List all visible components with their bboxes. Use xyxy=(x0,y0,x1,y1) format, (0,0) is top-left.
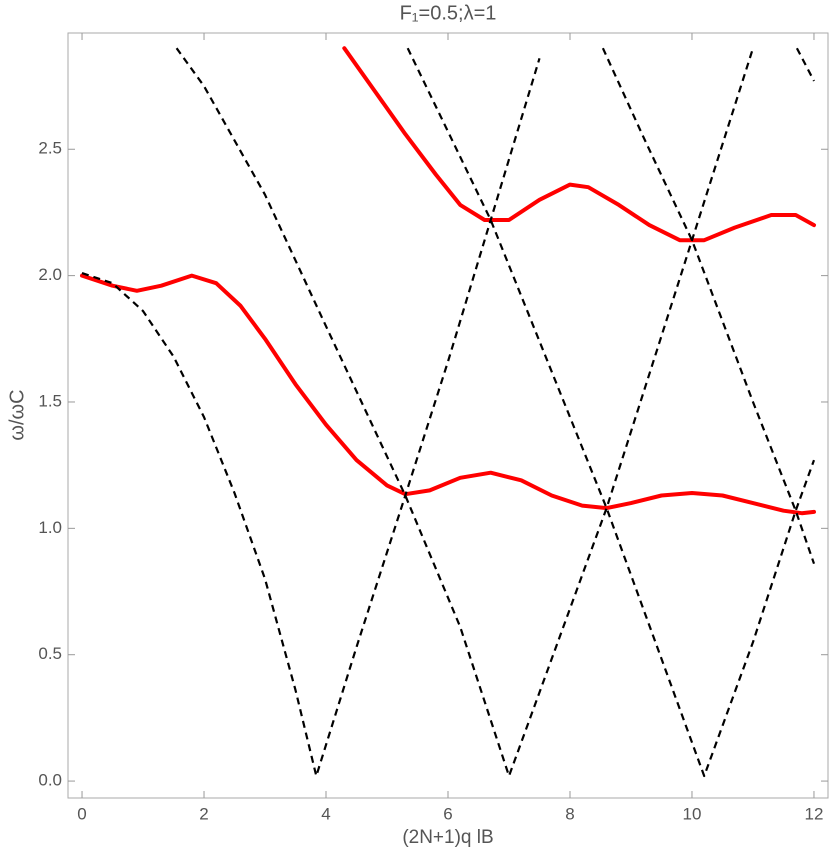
chart-title: F₁=0.5;λ=1 xyxy=(400,2,497,24)
dashed-curve xyxy=(81,57,541,778)
y-tick-label: 0.5 xyxy=(38,644,62,663)
x-tick-label: 2 xyxy=(199,804,208,823)
x-tick-label: 4 xyxy=(321,804,330,823)
y-axis-label: ω/ωC xyxy=(6,389,28,440)
x-tick-label: 12 xyxy=(805,804,824,823)
dashed-curve xyxy=(601,47,816,565)
y-tick-label: 2.5 xyxy=(38,139,62,158)
y-tick-label: 1.0 xyxy=(38,518,62,537)
x-tick-label: 10 xyxy=(683,804,702,823)
dashed-curve xyxy=(406,47,816,778)
x-tick-label: 0 xyxy=(77,804,86,823)
y-tick-label: 2.0 xyxy=(38,265,62,284)
plot-frame xyxy=(67,32,829,799)
dashed-curve xyxy=(175,47,755,778)
dashed-curve xyxy=(795,47,815,82)
x-tick-label: 6 xyxy=(443,804,452,823)
y-tick-label: 1.5 xyxy=(38,391,62,410)
solid-curve xyxy=(80,273,816,516)
x-tick-label: 8 xyxy=(565,804,574,823)
x-axis-label: (2N+1)q lB xyxy=(402,827,493,848)
y-tick-label: 0.0 xyxy=(38,771,62,790)
solid-curve xyxy=(342,46,816,243)
